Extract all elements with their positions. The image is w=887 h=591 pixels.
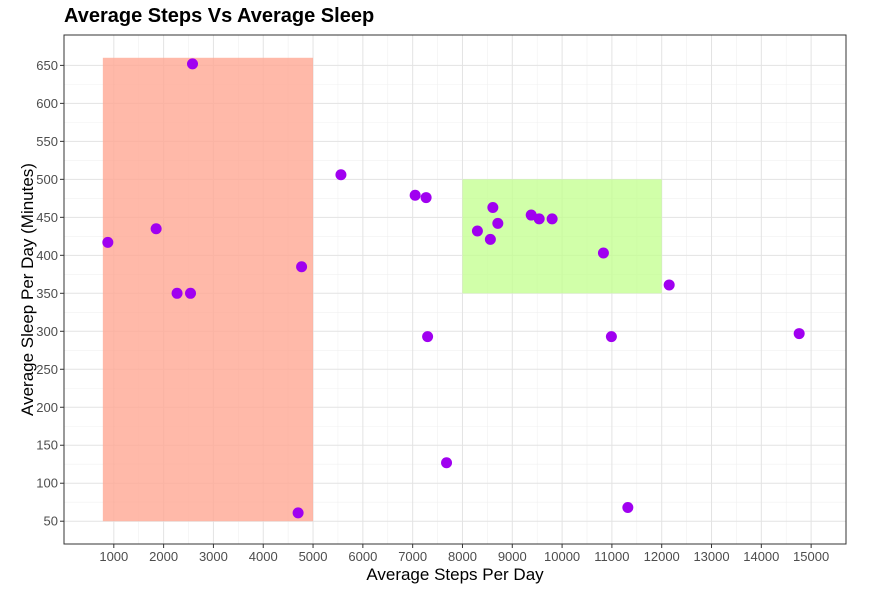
x-tick-label: 8000 [448, 549, 477, 564]
data-point [546, 213, 558, 225]
chart-title: Average Steps Vs Average Sleep [64, 5, 375, 27]
x-tick-label: 11000 [594, 549, 629, 564]
x-tick-label: 3000 [199, 549, 228, 564]
data-point [597, 247, 609, 259]
data-point [622, 502, 634, 514]
y-tick-label: 200 [36, 400, 58, 415]
data-point [793, 328, 805, 340]
y-tick-label: 450 [36, 210, 58, 225]
data-point [171, 287, 183, 299]
y-tick-label: 500 [36, 172, 58, 187]
x-tick-label: 1000 [99, 549, 128, 564]
x-tick-label: 7000 [398, 549, 427, 564]
y-tick-label: 600 [36, 96, 58, 111]
y-tick-label: 650 [36, 58, 58, 73]
data-point [492, 217, 504, 229]
y-tick-label: 300 [36, 324, 58, 339]
x-tick-label: 14000 [743, 549, 779, 564]
x-tick-label: 15000 [793, 549, 829, 564]
y-tick-label: 400 [36, 248, 58, 263]
x-tick-label: 13000 [693, 549, 729, 564]
data-point [441, 457, 453, 469]
data-point [533, 213, 545, 225]
data-points [102, 58, 805, 519]
plot-panel-border [63, 34, 847, 545]
data-point [150, 223, 162, 235]
target-region [462, 179, 662, 294]
data-point [409, 189, 421, 201]
data-point [420, 192, 432, 204]
data-point [471, 225, 483, 237]
data-point [292, 507, 304, 519]
data-point [102, 236, 114, 248]
x-axis-title: Average Steps Per Day [366, 565, 544, 584]
data-point [296, 261, 308, 273]
data-point [335, 169, 347, 181]
x-tick-label: 6000 [348, 549, 377, 564]
x-tick-label: 12000 [644, 549, 680, 564]
x-tick-label: 9000 [498, 549, 527, 564]
y-tick-label: 550 [36, 134, 58, 149]
y-tick-label: 50 [44, 514, 58, 529]
y-tick-label: 250 [36, 362, 58, 377]
x-axis-ticks: 1000 2000 3000 4000 5000 6000 7000 8000 9000 1000… [99, 544, 829, 564]
data-point [185, 287, 197, 299]
x-tick-label: 5000 [299, 549, 328, 564]
y-axis-title: Average Sleep Per Day (Minutes) [18, 163, 37, 416]
data-point [605, 331, 617, 343]
data-point [487, 201, 499, 213]
data-point [484, 233, 496, 245]
x-tick-label: 2000 [149, 549, 178, 564]
highlight-regions [102, 57, 662, 522]
data-point [422, 331, 434, 343]
data-point [187, 58, 199, 70]
y-tick-label: 150 [36, 438, 58, 453]
y-axis-ticks: 50 100 150 200 250 300 350 400 450 500 550 600 650 [36, 58, 64, 529]
y-tick-label: 350 [36, 286, 58, 301]
x-tick-label: 10000 [544, 549, 580, 564]
low-steps-region [102, 57, 314, 522]
x-tick-label: 4000 [249, 549, 278, 564]
y-tick-label: 100 [36, 476, 58, 491]
data-point [663, 279, 675, 291]
